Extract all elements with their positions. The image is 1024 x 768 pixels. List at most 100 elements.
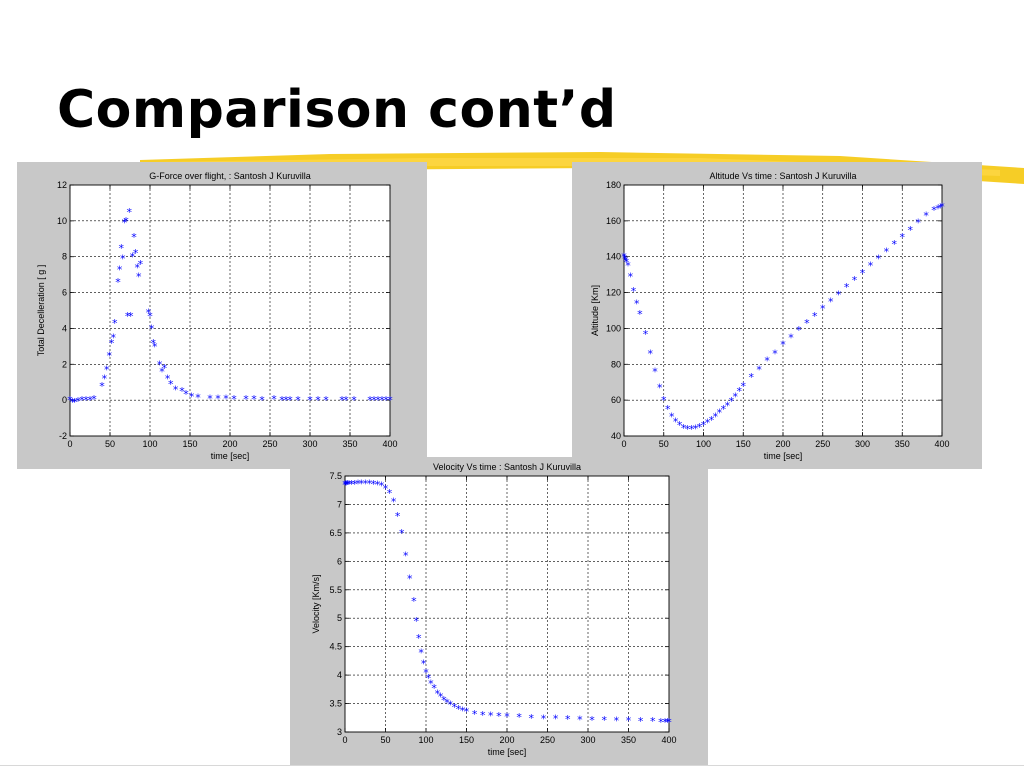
data-point: * [173, 383, 179, 396]
data-point: * [665, 716, 671, 729]
y-tick-label: 100 [606, 323, 621, 333]
x-tick-label: 250 [262, 439, 277, 449]
x-tick-label: 0 [621, 439, 626, 449]
y-tick-label: 5.5 [329, 585, 342, 595]
data-point: * [387, 487, 393, 500]
data-point: * [689, 423, 695, 436]
y-tick-label: 6 [337, 556, 342, 566]
data-point: * [836, 288, 842, 301]
y-tick-label: 8 [62, 252, 67, 262]
data-point: * [666, 716, 672, 729]
data-point: * [375, 394, 381, 407]
gforce-figure: 0 50 100 150 200 250 300 350 400 -2 0 2 4 6 8 10 12 * * * * *… [17, 162, 427, 469]
data-point: * [207, 392, 213, 405]
x-tick-label: 300 [302, 439, 317, 449]
data-point: * [623, 254, 629, 267]
data-point: * [661, 394, 667, 407]
y-tick-label: 3.5 [329, 699, 342, 709]
data-point: * [456, 703, 462, 716]
data-point: * [87, 394, 93, 407]
data-point: * [441, 694, 447, 707]
y-tick-label: 10 [57, 216, 67, 226]
chart-title: Velocity Vs time : Santosh J Kuruvilla [433, 462, 581, 472]
data-point: * [876, 253, 882, 266]
x-tick-label: 0 [342, 735, 347, 745]
velocity-chart: 0 50 100 150 200 250 300 350 400 3 3.5 4 4.5 5 5.5 6 6.5… [311, 462, 677, 757]
data-point: * [884, 245, 890, 258]
y-axis-label: Velocity [Km/s] [311, 574, 321, 633]
data-point: * [118, 242, 124, 255]
data-point: * [423, 666, 429, 679]
data-point: * [351, 394, 357, 407]
data-point: * [709, 414, 715, 427]
y-tick-label: 120 [606, 288, 621, 298]
x-tick-label: 150 [182, 439, 197, 449]
data-point: * [673, 416, 679, 429]
data-point: * [923, 209, 929, 222]
data-point: * [123, 215, 129, 228]
data-point: * [183, 388, 189, 401]
x-tick-label: 350 [621, 735, 636, 745]
data-point: * [938, 201, 944, 214]
x-axis-label: time [sec] [211, 451, 250, 461]
data-point: * [315, 394, 321, 407]
x-tick-label: 100 [142, 439, 157, 449]
plot-frame [344, 475, 670, 733]
x-tick-label: 350 [895, 439, 910, 449]
data-point: * [669, 410, 675, 423]
data-point: * [75, 395, 81, 408]
data-point: * [626, 715, 632, 728]
data-point: * [658, 716, 664, 729]
altitude-chart: 0 50 100 150 200 250 300 350 400 40 60 80 100 120 140 1… [590, 171, 950, 461]
data-point: * [399, 527, 405, 540]
data-point: * [110, 331, 116, 344]
data-point: * [628, 270, 634, 283]
y-tick-label: 40 [611, 431, 621, 441]
y-tick-label: 3 [337, 727, 342, 737]
data-point: * [516, 711, 522, 724]
y-tick-label: 4 [62, 323, 67, 333]
data-point: * [349, 478, 355, 491]
data-point: * [460, 704, 466, 717]
data-point: * [287, 394, 293, 407]
data-point: * [358, 477, 364, 490]
data-point: * [223, 392, 229, 405]
data-point: * [431, 682, 437, 695]
data-point: * [195, 391, 201, 404]
data-point: * [713, 410, 719, 423]
data-point: * [343, 394, 349, 407]
x-tick-label: 50 [659, 439, 669, 449]
y-axis-label: Total Decelleration [ g ] [36, 265, 46, 357]
data-point: * [407, 572, 413, 585]
data-point: * [868, 260, 874, 273]
data-point: * [102, 373, 108, 386]
x-tick-label: 200 [775, 439, 790, 449]
data-point: * [435, 687, 441, 700]
x-tick-label: 300 [855, 439, 870, 449]
y-tick-label: 60 [611, 395, 621, 405]
y-tick-label: 7 [337, 499, 342, 509]
data-point: * [650, 715, 656, 728]
data-point: * [780, 339, 786, 352]
data-point: * [168, 378, 174, 391]
y-axis-label: Altitude [Km] [590, 285, 600, 336]
data-point: * [271, 393, 277, 406]
data-point: * [162, 362, 168, 375]
data-point: * [215, 392, 221, 405]
series-points: ****************************************… [342, 477, 672, 728]
data-point: * [371, 394, 377, 407]
data-point: * [428, 678, 434, 691]
y-tick-label: 80 [611, 359, 621, 369]
data-point: * [729, 395, 735, 408]
gforce-chart: 0 50 100 150 200 250 300 350 400-2024681012*****… [36, 171, 398, 461]
data-point: * [391, 496, 397, 509]
chart-title: G-Force over flight, : Santosh J Kuruvil… [149, 171, 311, 181]
data-point: * [67, 394, 73, 407]
data-point: * [701, 419, 707, 432]
data-point: * [589, 714, 595, 727]
data-point: * [345, 478, 351, 491]
data-point: * [323, 394, 329, 407]
x-tick-label: 300 [580, 735, 595, 745]
data-point: * [804, 317, 810, 330]
data-point: * [115, 276, 121, 289]
